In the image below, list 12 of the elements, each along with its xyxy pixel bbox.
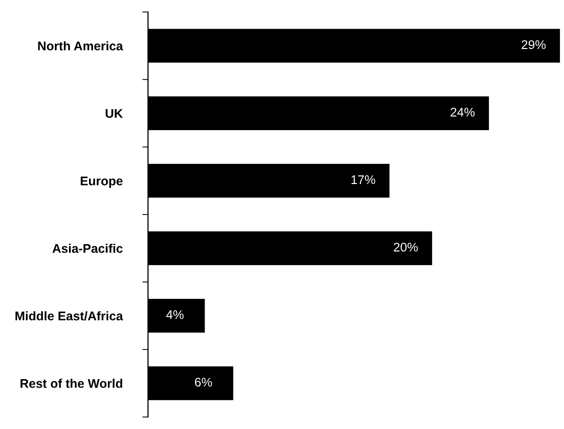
y-tick-label: Middle East/Africa <box>15 311 124 321</box>
y-tick-label: Rest of the World <box>20 378 122 388</box>
data-label: 20% <box>394 242 418 252</box>
data-label: 6% <box>194 378 212 387</box>
y-tick-label: Asia-Pacific <box>52 244 123 253</box>
y-tick-label: Europe <box>80 176 123 188</box>
data-label: 24% <box>450 108 475 117</box>
data-label: 29% <box>522 40 546 50</box>
y-tick-label: North America <box>38 41 124 50</box>
data-label: 17% <box>352 175 376 184</box>
data-label: 4% <box>166 310 184 320</box>
y-tick-label: UK <box>106 109 123 118</box>
